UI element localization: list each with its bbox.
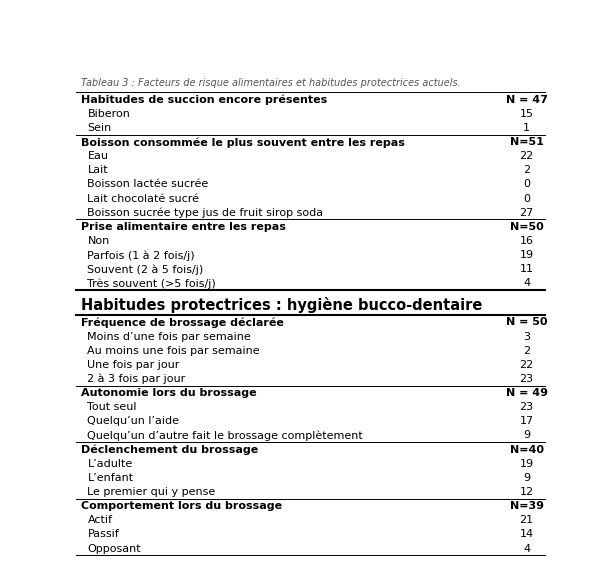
Text: N=51: N=51: [510, 137, 544, 147]
Text: Opposant: Opposant: [87, 543, 141, 554]
Text: Prise alimentaire entre les repas: Prise alimentaire entre les repas: [81, 222, 286, 232]
Text: Moins d’une fois par semaine: Moins d’une fois par semaine: [87, 332, 251, 342]
Text: Autonomie lors du brossage: Autonomie lors du brossage: [81, 388, 257, 398]
Text: Déclenchement du brossage: Déclenchement du brossage: [81, 445, 259, 455]
Text: Biberon: Biberon: [87, 109, 130, 119]
Text: 23: 23: [519, 402, 534, 412]
Text: Actif: Actif: [87, 515, 113, 525]
Text: Très souvent (>5 fois/j): Très souvent (>5 fois/j): [87, 279, 216, 289]
Text: L’adulte: L’adulte: [87, 459, 133, 469]
Text: Boisson consommée le plus souvent entre les repas: Boisson consommée le plus souvent entre …: [81, 137, 405, 147]
Text: Au moins une fois par semaine: Au moins une fois par semaine: [87, 346, 260, 356]
Text: 9: 9: [523, 473, 530, 483]
Text: 14: 14: [519, 529, 534, 539]
Text: Habitudes de succion encore présentes: Habitudes de succion encore présentes: [81, 94, 328, 105]
Text: Boisson sucrée type jus de fruit sirop soda: Boisson sucrée type jus de fruit sirop s…: [87, 208, 324, 218]
Text: Comportement lors du brossage: Comportement lors du brossage: [81, 501, 282, 511]
Text: Une fois par jour: Une fois par jour: [87, 360, 180, 370]
Text: 11: 11: [519, 264, 534, 275]
Text: Passif: Passif: [87, 529, 119, 539]
Text: Boisson lactée sucrée: Boisson lactée sucrée: [87, 180, 208, 189]
Text: 2: 2: [523, 346, 530, 356]
Text: 19: 19: [519, 250, 534, 260]
Text: N=50: N=50: [510, 222, 544, 232]
Text: 15: 15: [519, 109, 534, 119]
Text: 23: 23: [519, 374, 534, 384]
Text: 17: 17: [519, 416, 534, 426]
Text: 16: 16: [519, 236, 534, 246]
Text: L’enfant: L’enfant: [87, 473, 133, 483]
Text: 2: 2: [523, 166, 530, 175]
Text: 22: 22: [519, 151, 534, 161]
Text: N = 50: N = 50: [506, 317, 547, 328]
Text: N = 47: N = 47: [505, 94, 548, 105]
Text: Eau: Eau: [87, 151, 108, 161]
Text: N=40: N=40: [510, 445, 544, 455]
Text: 0: 0: [523, 180, 530, 189]
Text: Sein: Sein: [87, 123, 112, 133]
Text: 21: 21: [519, 515, 534, 525]
Text: 9: 9: [523, 430, 530, 441]
Text: 1: 1: [523, 123, 530, 133]
Text: 19: 19: [519, 459, 534, 469]
Text: Quelqu’un d’autre fait le brossage complètement: Quelqu’un d’autre fait le brossage compl…: [87, 430, 363, 441]
Text: 12: 12: [519, 487, 534, 497]
Text: Tout seul: Tout seul: [87, 402, 137, 412]
Text: Parfois (1 à 2 fois/j): Parfois (1 à 2 fois/j): [87, 250, 195, 261]
Text: N = 49: N = 49: [505, 388, 548, 398]
Text: Tableau 3 : Facteurs de risque alimentaires et habitudes protectrices actuels.: Tableau 3 : Facteurs de risque alimentai…: [81, 78, 461, 88]
Text: 0: 0: [523, 194, 530, 203]
Text: Fréquence de brossage déclarée: Fréquence de brossage déclarée: [81, 317, 284, 328]
Text: Lait chocolaté sucré: Lait chocolaté sucré: [87, 194, 199, 203]
Text: Quelqu’un l’aide: Quelqu’un l’aide: [87, 416, 179, 426]
Text: Le premier qui y pense: Le premier qui y pense: [87, 487, 216, 497]
Text: 4: 4: [523, 543, 530, 554]
Text: Habitudes protectrices : hygiène bucco-dentaire: Habitudes protectrices : hygiène bucco-d…: [81, 297, 483, 313]
Text: 3: 3: [523, 332, 530, 342]
Text: 22: 22: [519, 360, 534, 370]
Text: Souvent (2 à 5 fois/j): Souvent (2 à 5 fois/j): [87, 264, 204, 275]
Text: N=39: N=39: [510, 501, 544, 511]
Text: 4: 4: [523, 279, 530, 289]
Text: 2 à 3 fois par jour: 2 à 3 fois par jour: [87, 374, 186, 384]
Text: Lait: Lait: [87, 166, 108, 175]
Text: Non: Non: [87, 236, 110, 246]
Text: 27: 27: [519, 208, 534, 218]
